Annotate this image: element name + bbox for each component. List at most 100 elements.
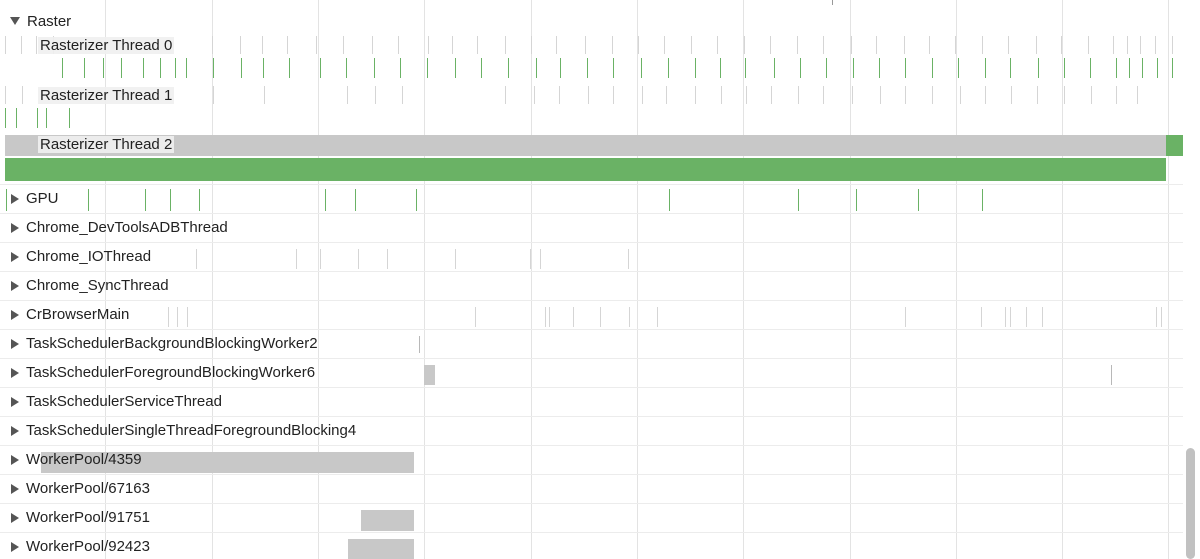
thread-slice[interactable] bbox=[1116, 58, 1117, 78]
thread-slice[interactable] bbox=[325, 189, 326, 211]
thread-slice[interactable] bbox=[199, 189, 200, 211]
thread-slice[interactable] bbox=[695, 58, 696, 78]
thread-slice[interactable] bbox=[213, 58, 214, 78]
thread-slice[interactable] bbox=[744, 36, 745, 54]
triangle-right-icon[interactable] bbox=[11, 339, 19, 349]
thread-slice[interactable] bbox=[5, 108, 6, 128]
thread-slice[interactable] bbox=[669, 189, 670, 211]
triangle-right-icon[interactable] bbox=[11, 542, 19, 552]
thread-slice[interactable] bbox=[638, 36, 639, 54]
thread-slice[interactable] bbox=[746, 86, 747, 104]
track-crbrowsermain[interactable]: CrBrowserMain bbox=[0, 300, 1183, 329]
thread-slice[interactable] bbox=[851, 36, 852, 54]
thread-slice[interactable] bbox=[629, 307, 630, 327]
thread-slice[interactable] bbox=[374, 58, 375, 78]
thread-slice[interactable] bbox=[717, 36, 718, 54]
thread-slice[interactable] bbox=[37, 108, 38, 128]
triangle-down-icon[interactable] bbox=[10, 17, 20, 25]
thread-slice[interactable] bbox=[905, 86, 906, 104]
thread-slice[interactable] bbox=[904, 36, 905, 54]
thread-slice[interactable] bbox=[531, 36, 532, 54]
thread-slice[interactable] bbox=[358, 249, 359, 269]
thread-slice[interactable] bbox=[853, 58, 854, 78]
thread-slice[interactable] bbox=[5, 36, 6, 54]
thread-slice[interactable] bbox=[160, 58, 161, 78]
thread-slice[interactable] bbox=[800, 58, 801, 78]
thread-slice[interactable] bbox=[508, 58, 509, 78]
triangle-right-icon[interactable] bbox=[11, 513, 19, 523]
thread-slice[interactable] bbox=[797, 36, 798, 54]
thread-slice[interactable] bbox=[46, 108, 47, 128]
thread-slice[interactable] bbox=[36, 36, 37, 54]
thread-slice[interactable] bbox=[416, 189, 417, 211]
thread-slice[interactable] bbox=[69, 108, 70, 128]
thread-slice[interactable] bbox=[400, 58, 401, 78]
thread-slice[interactable] bbox=[103, 58, 104, 78]
thread-slice[interactable] bbox=[905, 307, 906, 327]
track-taskscheduler-background-blocking-worker2[interactable]: TaskSchedulerBackgroundBlockingWorker2 bbox=[0, 329, 1183, 358]
thread-slice[interactable] bbox=[1008, 36, 1009, 54]
thread-slice[interactable] bbox=[1064, 86, 1065, 104]
thread-slice[interactable] bbox=[262, 36, 263, 54]
thread-slice[interactable] bbox=[143, 58, 144, 78]
thread-slice[interactable] bbox=[398, 36, 399, 54]
thread-slice[interactable] bbox=[320, 58, 321, 78]
thread-slice[interactable] bbox=[1137, 86, 1138, 104]
thread-slice[interactable] bbox=[982, 36, 983, 54]
thread-slice[interactable] bbox=[691, 36, 692, 54]
thread-slice[interactable] bbox=[823, 36, 824, 54]
triangle-right-icon[interactable] bbox=[11, 281, 19, 291]
thread-slice[interactable] bbox=[419, 336, 420, 353]
thread-slice[interactable] bbox=[1010, 58, 1011, 78]
thread-slice[interactable] bbox=[559, 86, 560, 104]
triangle-right-icon[interactable] bbox=[11, 310, 19, 320]
thread-slice[interactable] bbox=[929, 36, 930, 54]
thread-slice[interactable] bbox=[856, 189, 857, 211]
thread-slice[interactable] bbox=[536, 58, 537, 78]
thread-slice[interactable] bbox=[1127, 36, 1128, 54]
triangle-right-icon[interactable] bbox=[11, 194, 19, 204]
thread-slice[interactable] bbox=[240, 36, 241, 54]
thread-slice[interactable] bbox=[545, 307, 546, 327]
thread-slice[interactable] bbox=[1042, 307, 1043, 327]
thread-slice[interactable] bbox=[177, 307, 178, 327]
thread-slice[interactable] bbox=[600, 307, 601, 327]
thread-slice[interactable] bbox=[355, 189, 356, 211]
thread-slice[interactable] bbox=[613, 58, 614, 78]
thread-slice[interactable] bbox=[505, 36, 506, 54]
thread-slice[interactable] bbox=[981, 307, 982, 327]
thread-slice[interactable] bbox=[985, 86, 986, 104]
thread-slice[interactable] bbox=[316, 36, 317, 54]
thread-slice[interactable] bbox=[475, 307, 476, 327]
thread-slice[interactable] bbox=[343, 36, 344, 54]
track-chrome-iothread[interactable]: Chrome_IOThread bbox=[0, 242, 1183, 271]
thread-slice[interactable] bbox=[320, 249, 321, 269]
thread-slice[interactable] bbox=[1166, 135, 1183, 156]
thread-slice[interactable] bbox=[573, 307, 574, 327]
thread-slice[interactable] bbox=[852, 86, 853, 104]
thread-slice[interactable] bbox=[88, 189, 89, 211]
thread-slice[interactable] bbox=[296, 249, 297, 269]
thread-slice[interactable] bbox=[1156, 307, 1157, 327]
thread-slice[interactable] bbox=[955, 36, 956, 54]
thread-slice[interactable] bbox=[985, 58, 986, 78]
thread-slice[interactable] bbox=[186, 58, 187, 78]
thread-slice[interactable] bbox=[287, 36, 288, 54]
triangle-right-icon[interactable] bbox=[11, 223, 19, 233]
thread-slice[interactable] bbox=[1088, 36, 1089, 54]
thread-slice[interactable] bbox=[826, 58, 827, 78]
thread-slice[interactable] bbox=[880, 86, 881, 104]
thread-slice[interactable] bbox=[1142, 58, 1143, 78]
thread-slice[interactable] bbox=[556, 36, 557, 54]
thread-slice[interactable] bbox=[455, 58, 456, 78]
thread-slice[interactable] bbox=[905, 58, 906, 78]
thread-slice[interactable] bbox=[958, 58, 959, 78]
thread-slice[interactable] bbox=[695, 86, 696, 104]
thread-slice[interactable] bbox=[612, 36, 613, 54]
thread-slice[interactable] bbox=[1172, 58, 1173, 78]
thread-slice[interactable] bbox=[585, 36, 586, 54]
track-gpu[interactable]: GPU bbox=[0, 184, 1183, 213]
thread-slice[interactable] bbox=[121, 58, 122, 78]
thread-slice[interactable] bbox=[168, 307, 169, 327]
